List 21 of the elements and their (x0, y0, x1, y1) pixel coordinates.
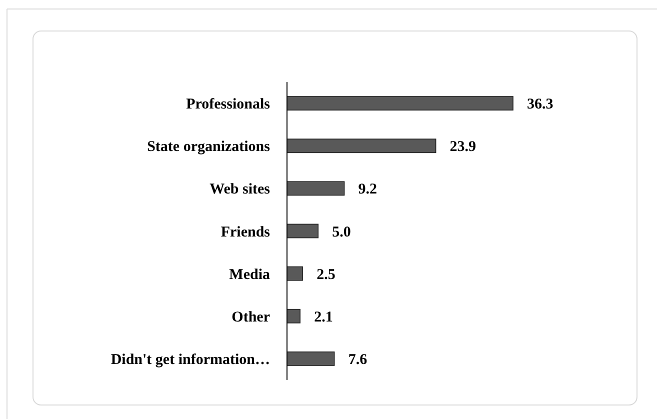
bar (286, 138, 436, 154)
y-tick-label: Web sites (210, 182, 270, 198)
bar (286, 96, 514, 110)
data-label: 2.1 (314, 309, 333, 326)
y-tick-label: State organizations (147, 139, 270, 156)
data-label: 9.2 (358, 182, 378, 198)
y-tick-label: Didn't get information… (110, 352, 270, 368)
y-tick-label: Other (232, 309, 270, 326)
y-tick-label: Professionals (186, 96, 270, 113)
data-label: 7.6 (348, 352, 368, 368)
bar (286, 308, 300, 324)
bar (286, 352, 335, 366)
data-label: 36.3 (527, 96, 554, 113)
data-label: 23.9 (450, 139, 476, 156)
y-tick-label: Media (229, 266, 270, 283)
y-tick-label: Friends (220, 224, 270, 240)
bar (286, 266, 303, 281)
data-label: 5.0 (332, 224, 351, 240)
bar (286, 224, 319, 238)
bar (286, 181, 345, 196)
data-label: 2.5 (316, 266, 336, 283)
